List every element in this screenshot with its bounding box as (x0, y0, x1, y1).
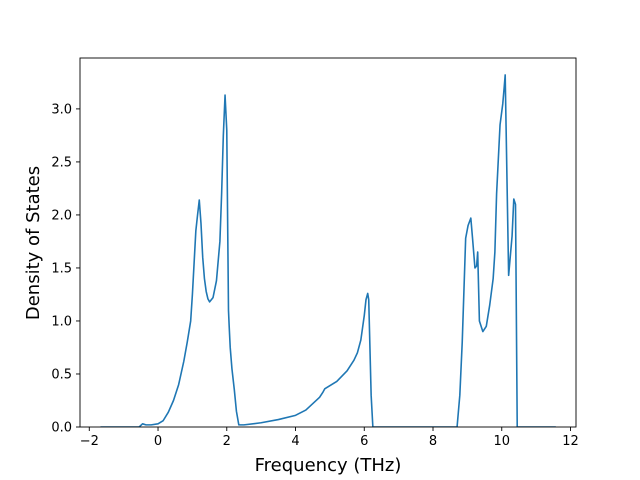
x-tick-label: 12 (562, 434, 579, 449)
plot-area (79, 57, 577, 428)
x-tick-label: 8 (429, 434, 437, 449)
x-tick-label: −2 (80, 434, 99, 449)
series-line-0 (100, 74, 556, 427)
y-axis-title: Density of States (23, 166, 44, 320)
x-tick-label: 4 (291, 434, 299, 449)
x-tick-label: 10 (493, 434, 510, 449)
x-tick-label: 2 (223, 434, 231, 449)
y-tick-label: 3.0 (51, 102, 72, 117)
axis-ticks: −2 0 2 4 6 8 10 12 0.0 0.5 1.0 1.5 2.0 2.5 3.0 (51, 102, 578, 449)
y-tick-label: 1.0 (51, 314, 72, 329)
axes-frame (79, 57, 577, 428)
y-tick-label: 0.5 (51, 367, 72, 382)
x-tick-label: 0 (154, 434, 162, 449)
y-tick-label: 2.0 (51, 208, 72, 223)
y-tick-label: 1.5 (51, 261, 72, 276)
x-axis-title: Frequency (THz) (255, 455, 402, 476)
y-tick-label: 2.5 (51, 155, 72, 170)
y-tick-label: 0.0 (51, 421, 72, 436)
x-tick-label: 6 (360, 434, 368, 449)
